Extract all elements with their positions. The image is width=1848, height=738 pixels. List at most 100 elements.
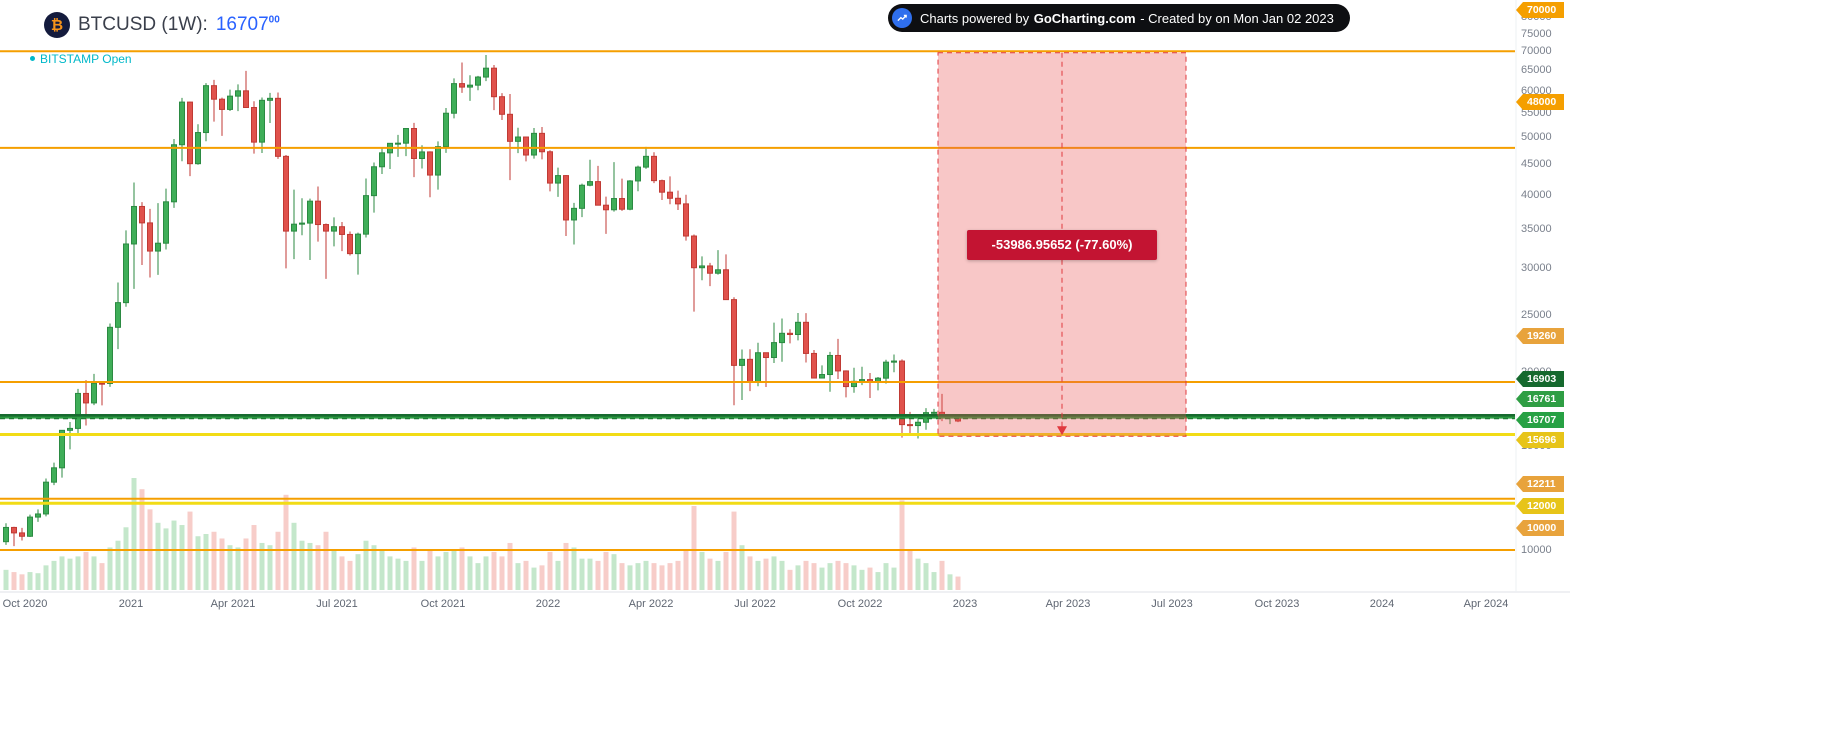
volume-bar [315,545,321,590]
candle-body [403,128,409,144]
volume-bar [491,551,497,590]
time-tick-label: Jul 2021 [316,598,358,610]
candle-body [827,354,833,376]
volume-bar [659,565,665,590]
volume-bar [355,554,361,590]
candle-body [99,382,105,385]
candle-body [491,67,497,98]
candle-body [843,370,849,388]
volume-bar [523,560,529,590]
measure-label[interactable]: -53986.95652 (-77.60%) [967,229,1157,260]
volume-bar [107,547,113,590]
volume-bar [139,489,145,590]
volume-bar [851,565,857,590]
last-price-int: 16707 [215,14,269,35]
candle-body [347,233,353,255]
trend-line-icon [892,8,912,28]
volume-layer [3,478,961,590]
candle-body [635,166,641,182]
price-badge: 10000 [1516,520,1564,536]
volume-bar [347,560,353,590]
symbol-header[interactable]: ₿ BTCUSD (1W): 1670700 [44,12,280,38]
volume-bar [691,506,697,590]
volume-bar [483,556,489,590]
volume-bar [931,572,937,590]
candle-body [51,467,57,483]
candle-body [707,265,713,274]
volume-bar [771,556,777,590]
candle-body [451,83,457,114]
volume-bar [811,563,817,590]
volume-bar [723,551,729,590]
volume-bar [339,556,345,590]
price-tick-label: 70000 [1521,45,1552,58]
candle-body [163,201,169,244]
price-tick-label: 45000 [1521,158,1552,171]
time-tick-label: Oct 2023 [1254,598,1300,610]
volume-bar [571,547,577,590]
candle-body [627,180,633,210]
volume-bar [843,563,849,590]
candle-body [235,90,241,97]
candle-body [275,97,281,157]
candle-body [835,354,841,372]
price-tick-label: 35000 [1521,222,1552,235]
candle-body [139,205,145,224]
candle-body [611,198,617,211]
candle-body [691,235,697,269]
candle-body [483,67,489,78]
candle-body [907,424,913,427]
volume-bar [939,560,945,590]
candle-body [459,83,465,88]
volume-bar [739,545,745,590]
candle-body [259,99,265,143]
candle-body [763,352,769,359]
price-tick-label: 10000 [1521,544,1552,556]
time-tick-label: Apr 2024 [1463,598,1509,610]
volume-bar [747,556,753,590]
candle-body [3,526,9,543]
candle-body [435,146,441,176]
price-lines-layer[interactable] [0,50,1515,551]
volume-bar [251,525,257,590]
volume-bar [3,569,9,590]
candle-body [811,352,817,379]
volume-bar [451,549,457,590]
candle-body [891,360,897,363]
price-tick-label: 65000 [1521,64,1552,77]
volume-bar [611,554,617,590]
volume-bar [515,563,521,590]
volume-bar [67,558,73,590]
volume-bar [531,567,537,590]
candles-layer [3,54,961,547]
candle-body [555,175,561,184]
price-tick-label: 50000 [1521,131,1552,144]
candle-body [187,101,193,165]
candle-body [339,226,345,235]
volume-bar [291,522,297,590]
time-tick-label: Jul 2023 [1151,598,1193,610]
volume-bar [11,572,17,590]
candle-body [243,90,249,109]
candle-body [315,200,321,226]
time-tick-label: Jul 2022 [734,598,776,610]
volume-bar [507,542,513,590]
candle-body [227,95,233,110]
volume-bar [211,531,217,590]
candle-body [667,191,673,199]
volume-bar [883,563,889,590]
volume-bar [779,560,785,590]
candle-body [307,200,313,224]
candle-body [619,198,625,210]
volume-bar [387,556,393,590]
volume-bar [259,542,265,590]
candle-body [331,226,337,232]
volume-bar [27,572,33,590]
volume-bar [443,551,449,590]
candle-body [83,392,89,404]
volume-bar [795,565,801,590]
volume-bar [891,567,897,590]
volume-bar [395,558,401,590]
